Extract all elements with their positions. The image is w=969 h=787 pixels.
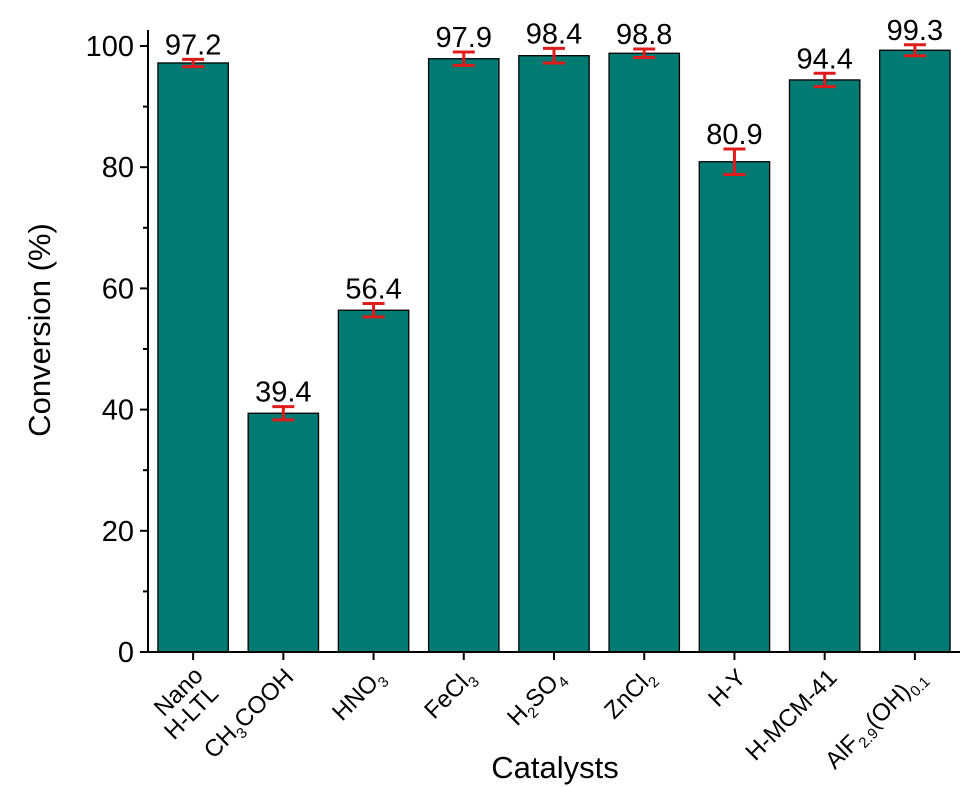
bar <box>427 58 500 653</box>
bar <box>879 49 951 653</box>
y-tick-label: 0 <box>118 637 134 669</box>
data-label: 94.4 <box>796 43 852 75</box>
y-tick-label: 60 <box>102 273 134 305</box>
data-label: 39.4 <box>255 377 311 409</box>
data-label: 56.4 <box>345 274 401 306</box>
data-label: 97.9 <box>436 22 492 54</box>
data-label: 80.9 <box>706 119 762 151</box>
x-axis-title: Catalysts <box>491 750 619 785</box>
y-axis-title: Conversion (%) <box>22 223 57 437</box>
bar <box>157 62 229 653</box>
y-tick-label: 40 <box>102 395 134 427</box>
y-tick-label: 100 <box>86 31 134 63</box>
data-label: 97.2 <box>165 29 221 61</box>
bar <box>788 79 861 653</box>
data-label: 98.4 <box>526 18 582 50</box>
data-label: 99.3 <box>887 15 943 47</box>
bar <box>698 161 771 653</box>
y-tick-label: 20 <box>102 516 134 548</box>
bar <box>247 412 320 653</box>
bar <box>608 52 681 653</box>
bar <box>518 55 590 653</box>
data-label: 98.8 <box>616 19 672 51</box>
bar <box>337 309 410 653</box>
y-tick-label: 80 <box>102 152 134 184</box>
